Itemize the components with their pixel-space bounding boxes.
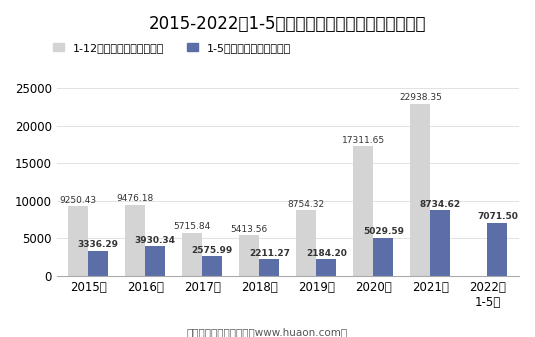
Text: 制图：华经产业研究院（www.huaon.com）: 制图：华经产业研究院（www.huaon.com） — [187, 327, 348, 337]
Bar — [410, 104, 430, 276]
Text: 2575.99: 2575.99 — [192, 246, 233, 255]
Bar — [182, 233, 202, 276]
Text: 3336.29: 3336.29 — [78, 240, 119, 249]
Bar — [259, 259, 279, 276]
Text: 5029.59: 5029.59 — [363, 227, 404, 237]
Text: 17311.65: 17311.65 — [342, 135, 385, 145]
Text: 2211.27: 2211.27 — [249, 249, 290, 257]
Bar — [88, 251, 108, 276]
Text: 2184.20: 2184.20 — [306, 249, 347, 258]
Text: 7071.50: 7071.50 — [477, 212, 518, 221]
Bar — [145, 246, 165, 276]
Bar — [354, 146, 373, 276]
Title: 2015-2022年1-5月大连商品交易所豆油期货成交量: 2015-2022年1-5月大连商品交易所豆油期货成交量 — [149, 15, 426, 33]
Bar — [487, 223, 507, 276]
Bar — [296, 210, 316, 276]
Text: 8754.32: 8754.32 — [288, 200, 325, 209]
Bar — [430, 210, 450, 276]
Legend: 1-12月期货成交量（万手）, 1-5月期货成交量（万手）: 1-12月期货成交量（万手）, 1-5月期货成交量（万手） — [53, 42, 291, 53]
Bar — [239, 235, 259, 276]
Text: 9476.18: 9476.18 — [117, 194, 154, 203]
Text: 5715.84: 5715.84 — [174, 222, 211, 232]
Bar — [202, 256, 222, 276]
Bar — [68, 206, 88, 276]
Text: 5413.56: 5413.56 — [231, 225, 268, 234]
Text: 22938.35: 22938.35 — [399, 93, 442, 102]
Text: 3930.34: 3930.34 — [135, 236, 175, 245]
Bar — [373, 238, 393, 276]
Bar — [316, 259, 337, 276]
Text: 8734.62: 8734.62 — [420, 200, 461, 209]
Bar — [125, 205, 145, 276]
Text: 9250.43: 9250.43 — [60, 196, 97, 205]
